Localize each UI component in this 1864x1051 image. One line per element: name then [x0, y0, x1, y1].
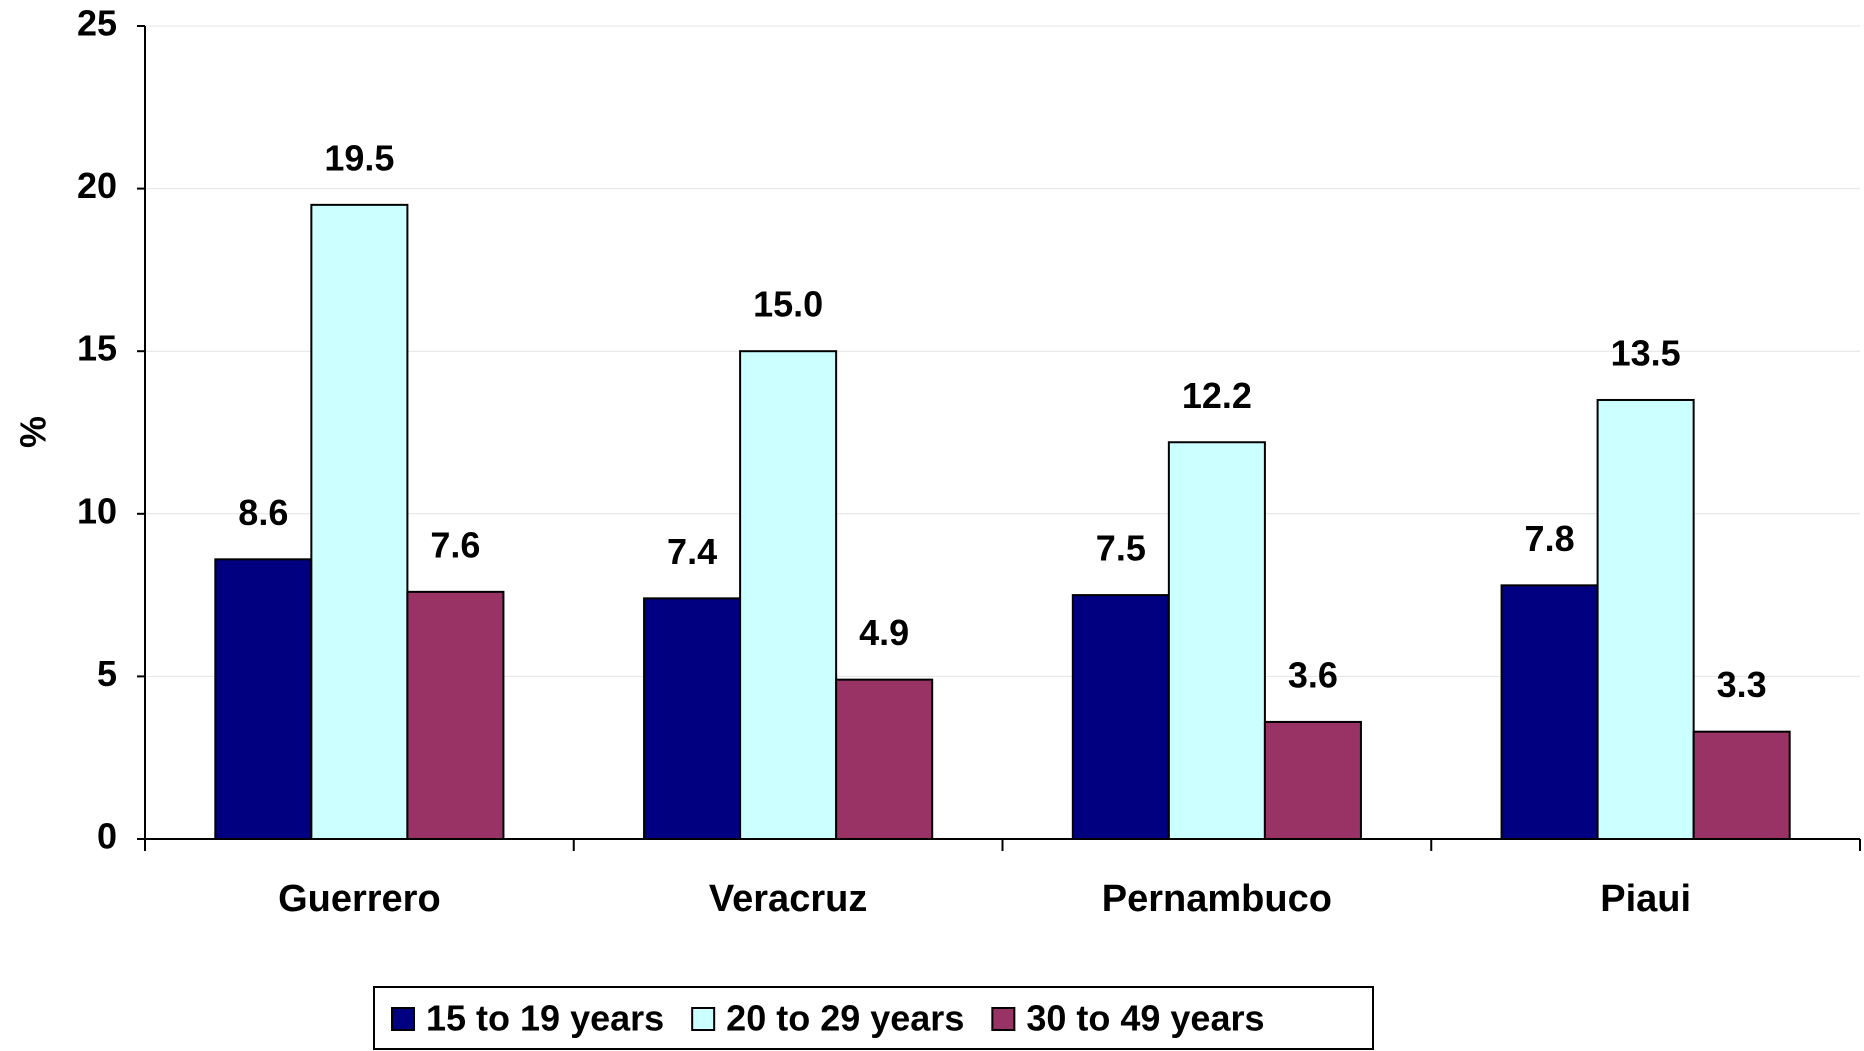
x-tick-label: Guerrero — [278, 878, 441, 920]
bar — [1167, 441, 1266, 840]
legend-swatch — [391, 1007, 415, 1031]
data-label: 19.5 — [324, 137, 394, 178]
data-label: 7.8 — [1525, 518, 1575, 559]
data-label: 3.3 — [1717, 664, 1767, 705]
bar — [1500, 584, 1599, 840]
bar — [406, 590, 505, 841]
x-tick-label: Piaui — [1600, 878, 1691, 920]
x-tick-label: Pernambuco — [1102, 878, 1332, 920]
x-tick-label: Veracruz — [709, 878, 867, 920]
y-tick-label: 5 — [97, 653, 117, 694]
legend-label: 20 to 29 years — [726, 998, 964, 1039]
legend-box — [373, 986, 1374, 1050]
data-label: 13.5 — [1611, 332, 1681, 373]
y-tick-label: 25 — [77, 3, 117, 44]
data-label: 4.9 — [859, 612, 909, 653]
bar — [1263, 720, 1362, 840]
y-tick-label: 20 — [77, 165, 117, 206]
bar — [214, 558, 313, 840]
data-label: 12.2 — [1182, 375, 1252, 416]
bar — [835, 678, 934, 840]
data-label: 3.6 — [1288, 654, 1338, 695]
bar — [1692, 730, 1791, 841]
data-label: 7.4 — [667, 531, 717, 572]
legend-swatch — [991, 1007, 1016, 1031]
y-tick-label: 0 — [97, 816, 117, 857]
data-label: 7.6 — [430, 524, 480, 565]
data-label: 7.5 — [1096, 528, 1146, 569]
data-label: 8.6 — [238, 492, 288, 533]
data-label: 15.0 — [753, 284, 823, 325]
bar — [643, 597, 742, 840]
bar — [739, 350, 838, 840]
legend-label: 30 to 49 years — [1026, 998, 1264, 1039]
legend-swatch — [691, 1007, 716, 1031]
bar — [1596, 398, 1695, 840]
bar — [1071, 594, 1170, 840]
legend-label: 15 to 19 years — [426, 998, 664, 1039]
y-axis-label: % — [13, 416, 54, 448]
y-tick-label: 10 — [77, 490, 117, 531]
bar — [310, 203, 409, 841]
y-tick-label: 15 — [77, 328, 117, 369]
